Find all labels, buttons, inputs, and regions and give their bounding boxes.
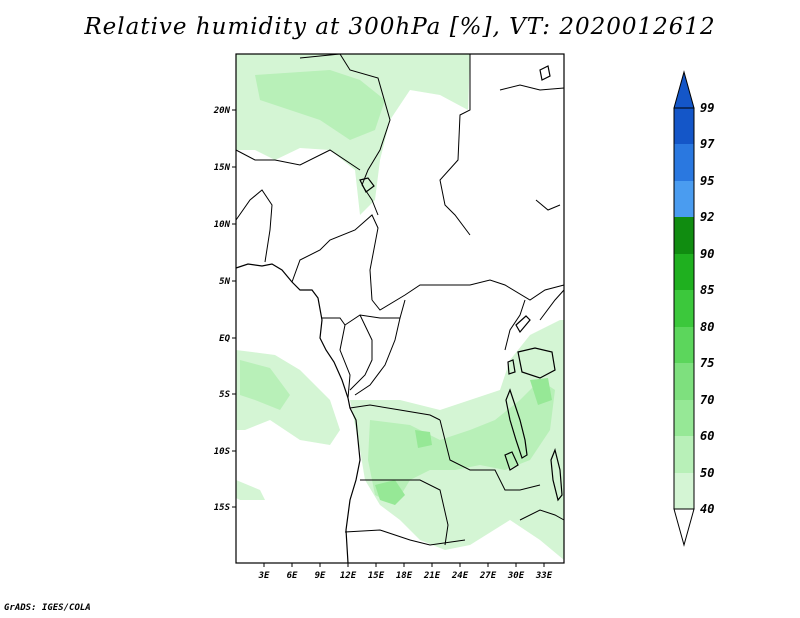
colorbar-label: 80 xyxy=(700,320,714,334)
colorbar-bottom-arrow xyxy=(673,508,695,547)
colorbar-segment xyxy=(674,217,694,254)
lon-axis: 3E 6E 9E 12E 15E 18E 21E 24E 27E 30E 33E xyxy=(258,563,553,581)
humidity-dark-patch-3 xyxy=(530,378,552,405)
humidity-region-southwest xyxy=(236,480,265,500)
lake-albert xyxy=(515,315,531,334)
colorbar-label: 60 xyxy=(700,429,714,443)
colorbar-label: 75 xyxy=(700,356,714,370)
lake-mweru xyxy=(504,451,519,471)
colorbar-label: 95 xyxy=(700,174,714,188)
lat-label: 5N xyxy=(219,277,230,287)
lat-label: 10N xyxy=(214,220,231,230)
colorbar-frame xyxy=(673,107,695,510)
map-frame xyxy=(235,53,565,564)
colorbar-segment xyxy=(674,327,694,363)
lon-label: 3E xyxy=(258,571,270,581)
colorbar-segment xyxy=(674,400,694,436)
humidity-dark-patch-2 xyxy=(415,430,432,448)
lake-victoria xyxy=(517,347,556,379)
grads-credit: GrADS: IGES/COLA xyxy=(4,603,91,613)
lake-tanganyika xyxy=(505,388,528,459)
west-africa-coast xyxy=(235,263,361,564)
colorbar-label: 70 xyxy=(700,393,714,407)
colorbar-label: 40 xyxy=(700,502,714,516)
lat-axis: 20N 15N 10N 5N EQ 5S 10S 15S xyxy=(213,106,236,513)
colorbar-label: 50 xyxy=(700,466,714,480)
colorbar-segment xyxy=(674,144,694,181)
colorbar-label: 92 xyxy=(700,210,714,224)
colorbar-segment xyxy=(674,108,694,144)
lat-label: EQ xyxy=(219,334,230,344)
map-panel xyxy=(235,53,565,564)
lake-tana-region xyxy=(539,65,551,81)
humidity-dark-patch-1 xyxy=(375,480,405,505)
lat-label: 15S xyxy=(214,503,231,513)
lake-kivu xyxy=(507,359,516,375)
lon-label: 21E xyxy=(423,571,441,581)
colorbar: 99 97 95 92 90 85 80 75 70 60 50 40 xyxy=(673,70,715,547)
colorbar-segment xyxy=(674,363,694,400)
lon-label: 15E xyxy=(368,571,385,581)
colorbar-segment xyxy=(674,473,694,509)
humidity-core-west xyxy=(240,360,290,410)
colorbar-segment xyxy=(674,254,694,290)
coastlines xyxy=(235,65,563,564)
colorbar-segment xyxy=(674,290,694,327)
colorbar-label: 97 xyxy=(700,137,715,151)
lake-malawi xyxy=(550,448,563,502)
lon-label: 6E xyxy=(287,571,298,581)
lat-label: 15N xyxy=(214,163,231,173)
borders xyxy=(235,53,565,546)
colorbar-label: 99 xyxy=(700,101,714,115)
humidity-core-north xyxy=(255,70,385,140)
lat-label: 20N xyxy=(213,106,231,116)
colorbar-label: 85 xyxy=(700,283,714,297)
chart-title: Relative humidity at 300hPa [%], VT: 202… xyxy=(84,14,716,40)
colorbar-top-arrow xyxy=(673,70,695,109)
lon-label: 30E xyxy=(507,571,525,581)
lon-label: 18E xyxy=(396,571,413,581)
lat-label: 5S xyxy=(219,390,230,400)
lon-label: 33E xyxy=(535,571,553,581)
lon-label: 27E xyxy=(479,571,497,581)
lon-label: 9E xyxy=(315,571,326,581)
colorbar-segment xyxy=(674,436,694,473)
lon-label: 24E xyxy=(451,571,469,581)
lon-label: 12E xyxy=(340,571,357,581)
colorbar-segment xyxy=(674,181,694,217)
colorbar-label: 90 xyxy=(700,247,714,261)
lat-label: 10S xyxy=(214,447,231,457)
